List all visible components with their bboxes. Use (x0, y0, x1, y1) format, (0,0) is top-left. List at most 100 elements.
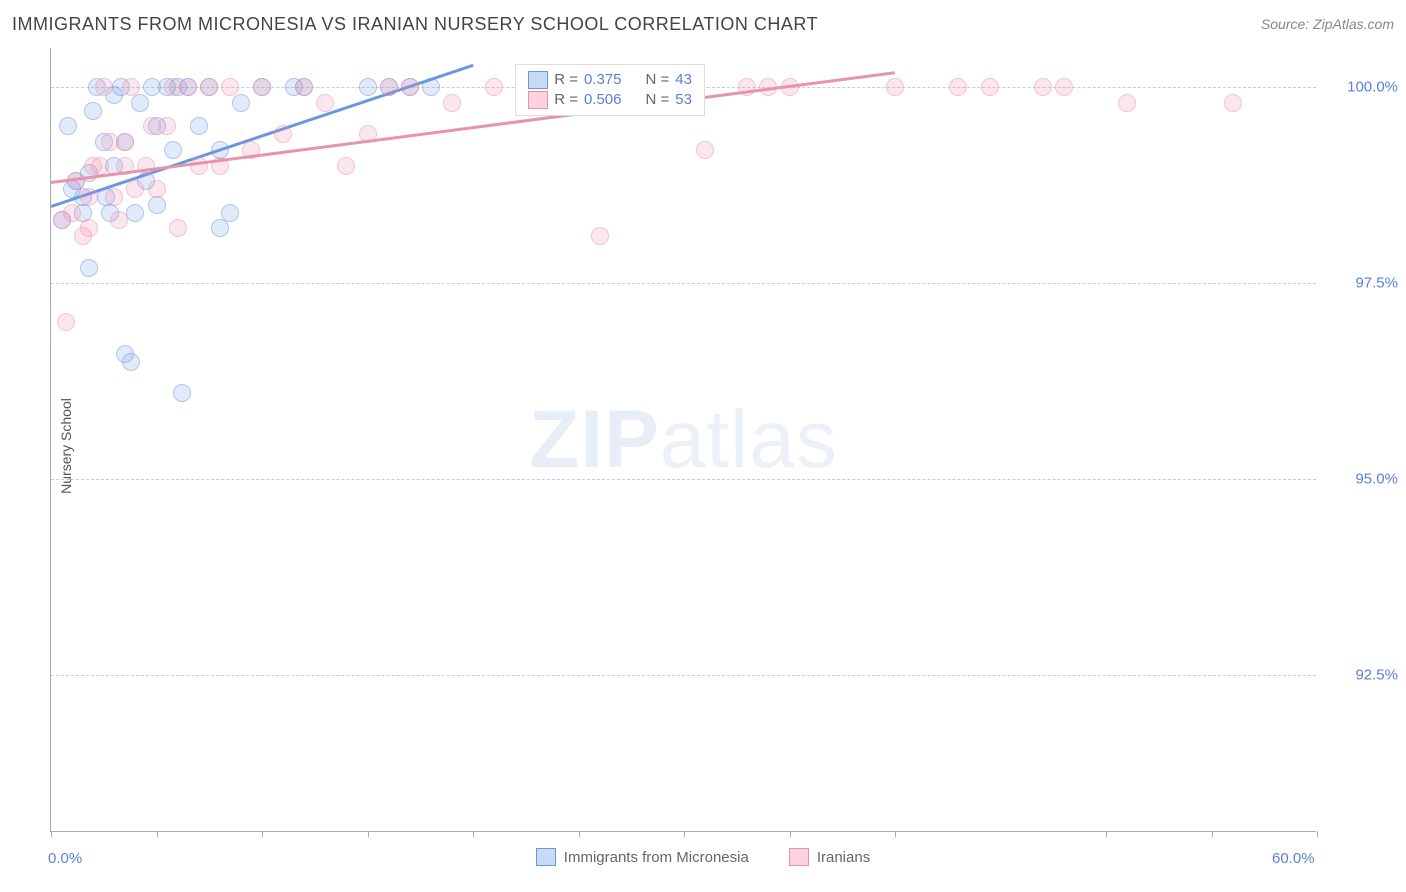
scatter-point (232, 94, 250, 112)
gridline (51, 675, 1316, 676)
scatter-point (95, 78, 113, 96)
scatter-point (200, 78, 218, 96)
watermark: ZIPatlas (529, 393, 838, 487)
x-tick (262, 831, 263, 837)
x-tick (790, 831, 791, 837)
scatter-point (126, 204, 144, 222)
legend-swatch (789, 848, 809, 866)
scatter-point (59, 117, 77, 135)
legend-n-value: 43 (675, 71, 692, 88)
scatter-point (949, 78, 967, 96)
chart-title: IMMIGRANTS FROM MICRONESIA VS IRANIAN NU… (12, 14, 818, 35)
scatter-point (131, 94, 149, 112)
scatter-point (63, 204, 81, 222)
scatter-point (57, 313, 75, 331)
x-tick (684, 831, 685, 837)
legend-label: Iranians (817, 849, 870, 866)
scatter-point (179, 78, 197, 96)
scatter-point (148, 180, 166, 198)
scatter-point (80, 219, 98, 237)
scatter-point (1055, 78, 1073, 96)
scatter-point (80, 259, 98, 277)
legend-r-value: 0.506 (584, 91, 622, 108)
scatter-point (84, 102, 102, 120)
scatter-point (1118, 94, 1136, 112)
y-tick-label: 95.0% (1355, 471, 1398, 488)
scatter-point (337, 157, 355, 175)
scatter-point (1034, 78, 1052, 96)
gridline (51, 479, 1316, 480)
x-tick (895, 831, 896, 837)
legend-item: Iranians (789, 848, 870, 866)
scatter-point (122, 78, 140, 96)
scatter-point (696, 141, 714, 159)
scatter-point (126, 180, 144, 198)
scatter-point (169, 219, 187, 237)
scatter-point (122, 353, 140, 371)
bottom-legend: Immigrants from Micronesia Iranians (0, 848, 1406, 866)
x-tick (157, 831, 158, 837)
legend-swatch (528, 91, 548, 109)
scatter-point (190, 157, 208, 175)
x-tick (579, 831, 580, 837)
scatter-point (80, 188, 98, 206)
scatter-point (295, 78, 313, 96)
scatter-point (274, 125, 292, 143)
scatter-point (158, 117, 176, 135)
legend-r-label: R = (554, 91, 578, 108)
legend-n-value: 53 (675, 91, 692, 108)
x-tick (1106, 831, 1107, 837)
x-axis-start-label: 0.0% (48, 850, 82, 867)
stats-legend-row: R = 0.375 N = 43 (528, 71, 692, 89)
scatter-point (110, 211, 128, 229)
plot-container: ZIPatlas R = 0.375 N = 43 R = 0.506 N = 53 92.5… (50, 48, 1406, 832)
scatter-point (116, 133, 134, 151)
scatter-point (401, 78, 419, 96)
scatter-point (221, 204, 239, 222)
legend-swatch (536, 848, 556, 866)
scatter-point (380, 78, 398, 96)
x-tick (473, 831, 474, 837)
legend-n-label: N = (646, 71, 670, 88)
scatter-point (105, 188, 123, 206)
scatter-point (443, 94, 461, 112)
scatter-point (67, 172, 85, 190)
legend-label: Immigrants from Micronesia (564, 849, 749, 866)
scatter-point (485, 78, 503, 96)
x-axis-end-label: 60.0% (1272, 850, 1315, 867)
scatter-point (1224, 94, 1242, 112)
x-tick (51, 831, 52, 837)
legend-r-value: 0.375 (584, 71, 622, 88)
watermark-zip: ZIP (529, 394, 660, 485)
scatter-point (173, 384, 191, 402)
stats-legend: R = 0.375 N = 43 R = 0.506 N = 53 (515, 64, 705, 116)
gridline (51, 283, 1316, 284)
stats-legend-row: R = 0.506 N = 53 (528, 91, 692, 109)
scatter-point (148, 196, 166, 214)
plot-area: ZIPatlas R = 0.375 N = 43 R = 0.506 N = 53 (50, 48, 1316, 832)
scatter-point (253, 78, 271, 96)
scatter-point (981, 78, 999, 96)
legend-r-label: R = (554, 71, 578, 88)
scatter-point (91, 157, 109, 175)
scatter-point (211, 219, 229, 237)
y-tick-label: 92.5% (1355, 667, 1398, 684)
scatter-point (591, 227, 609, 245)
scatter-point (164, 141, 182, 159)
scatter-point (190, 117, 208, 135)
scatter-point (886, 78, 904, 96)
scatter-point (221, 78, 239, 96)
x-tick (368, 831, 369, 837)
scatter-point (359, 78, 377, 96)
y-tick-label: 97.5% (1355, 275, 1398, 292)
scatter-point (316, 94, 334, 112)
legend-swatch (528, 71, 548, 89)
watermark-atlas: atlas (660, 394, 838, 485)
x-tick (1317, 831, 1318, 837)
source-label: Source: ZipAtlas.com (1261, 16, 1394, 32)
x-tick (1212, 831, 1213, 837)
chart-header: IMMIGRANTS FROM MICRONESIA VS IRANIAN NU… (0, 0, 1406, 48)
legend-item: Immigrants from Micronesia (536, 848, 749, 866)
y-tick-label: 100.0% (1347, 79, 1398, 96)
legend-n-label: N = (646, 91, 670, 108)
